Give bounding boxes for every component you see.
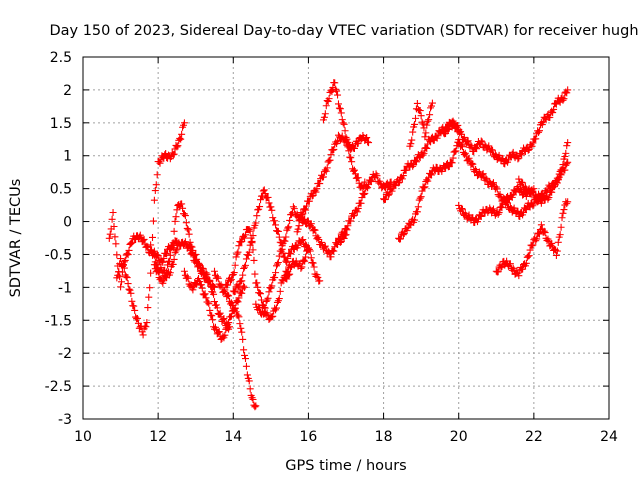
series-arc-9 <box>252 203 350 318</box>
x-tick-label: 18 <box>375 429 393 445</box>
plot-frame <box>82 56 610 420</box>
series-arc-7 <box>222 225 294 324</box>
series-markers <box>229 186 312 296</box>
series-arc-16 <box>406 99 436 150</box>
series-arc-15 <box>395 138 463 243</box>
series-markers <box>105 209 181 291</box>
series-arc-21 <box>515 139 572 207</box>
series-markers <box>440 86 572 168</box>
series-markers <box>492 198 572 280</box>
series-arc-12 <box>319 79 369 192</box>
y-tick-label: 2 <box>63 83 72 99</box>
series-markers <box>406 99 436 150</box>
series-arc-2 <box>113 119 188 339</box>
y-tick-label: 2.5 <box>50 50 72 66</box>
series-arc-1 <box>105 209 181 291</box>
x-tick-label: 22 <box>525 429 543 445</box>
series-arc-13 <box>334 170 395 243</box>
series-markers <box>293 131 373 236</box>
series-arc-20 <box>492 198 572 280</box>
y-axis-label: SDTVAR / TECUs <box>8 179 24 298</box>
axis-ticks: 10 12 14 16 18 20 22 24 -3 -2.5 -2 -1.5 -1 -0.5 0 0.5 1 1… <box>45 50 618 445</box>
series-markers <box>319 79 369 192</box>
series-arc-19 <box>455 183 538 227</box>
series-markers <box>252 203 350 318</box>
series-arc-17 <box>440 86 572 168</box>
series-arc-5 <box>180 267 249 344</box>
x-tick-label: 24 <box>600 429 618 445</box>
y-tick-label: -0.5 <box>45 247 72 263</box>
y-tick-label: -1.5 <box>45 313 72 329</box>
series-markers <box>211 267 260 411</box>
series-markers <box>282 245 324 285</box>
y-tick-label: 0 <box>63 215 72 231</box>
x-tick-label: 16 <box>300 429 318 445</box>
series-arc-8 <box>229 186 312 296</box>
data-points <box>105 79 572 411</box>
series-markers <box>395 138 463 243</box>
x-tick-label: 20 <box>450 429 468 445</box>
series-markers <box>113 119 188 339</box>
series-arc-10 <box>282 245 324 285</box>
y-tick-label: -1 <box>58 280 72 296</box>
series-arc-6 <box>211 267 260 411</box>
x-tick-label: 10 <box>74 429 92 445</box>
y-tick-label: -3 <box>58 412 72 428</box>
y-tick-label: 0.5 <box>50 182 72 198</box>
y-tick-label: -2.5 <box>45 379 72 395</box>
chart-title: Day 150 of 2023, Sidereal Day-to-day VTE… <box>49 23 638 39</box>
series-markers <box>334 170 395 243</box>
y-tick-label: 1.5 <box>50 116 72 132</box>
x-tick-label: 14 <box>224 429 242 445</box>
x-tick-label: 12 <box>149 429 167 445</box>
y-tick-label: -2 <box>58 346 72 362</box>
series-markers <box>515 139 572 207</box>
series-markers <box>222 225 294 324</box>
series-markers <box>180 267 249 344</box>
y-tick-label: 1 <box>63 149 72 165</box>
series-arc-4 <box>150 238 234 333</box>
x-axis-label: GPS time / hours <box>285 458 406 474</box>
series-markers <box>455 183 538 227</box>
series-markers <box>150 238 234 333</box>
series-arc-11 <box>293 131 373 236</box>
